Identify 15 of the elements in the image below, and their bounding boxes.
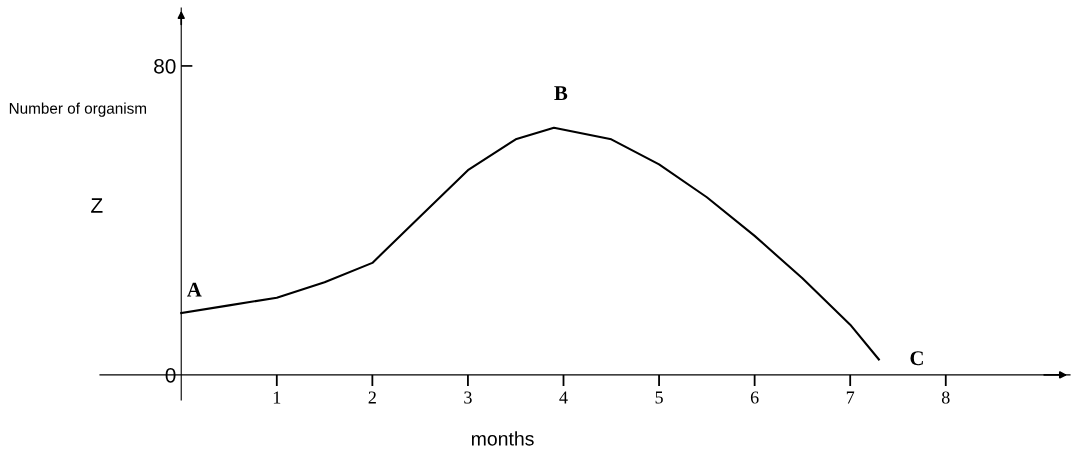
x-tick-label: 3 [464, 391, 472, 404]
y-axis-title: Number of organism [9, 102, 147, 117]
y-tick-label: 80 [154, 58, 176, 74]
x-tick-label: 4 [559, 391, 568, 404]
x-axis-title: months [471, 431, 534, 446]
x-tick-label: 1 [273, 391, 281, 404]
x-tick-label: 2 [368, 391, 376, 404]
x-tick-label: 6 [750, 391, 759, 404]
annotation: B [554, 86, 568, 101]
annotation: Z [91, 198, 103, 213]
x-tick-label: 7 [846, 391, 855, 404]
annotation: C [910, 351, 923, 366]
x-tick-label: 5 [655, 391, 663, 404]
annotation: A [186, 282, 202, 297]
x-tick-label: 8 [941, 391, 950, 404]
